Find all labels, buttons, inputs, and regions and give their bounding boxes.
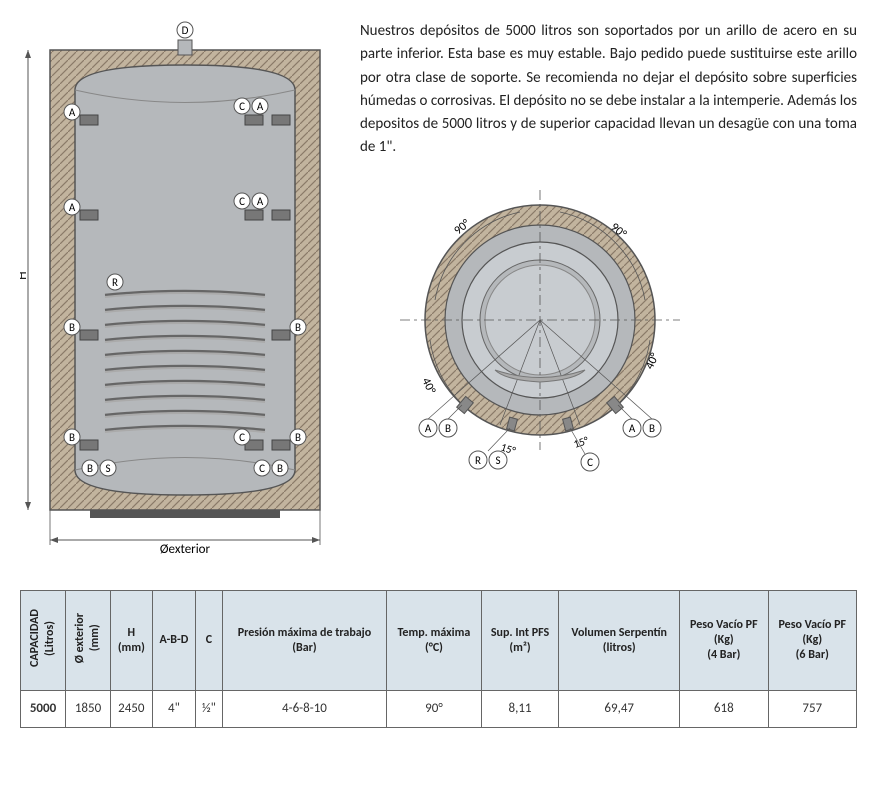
bubble-b: B — [69, 321, 75, 334]
svg-text:A: A — [257, 195, 264, 208]
svg-text:B: B — [295, 321, 301, 334]
svg-text:B: B — [277, 462, 283, 475]
th-h: H(mm) — [111, 591, 153, 691]
bubble-s: S — [105, 462, 110, 475]
diameter-label: Øexterior — [160, 542, 211, 557]
top-diagram: 90° 90° 40° 40° 15° 15° A B R — [360, 170, 857, 480]
th-capacidad: CAPACIDAD(Litros) — [21, 591, 66, 691]
th-abd: A-B-D — [152, 591, 196, 691]
svg-text:R: R — [475, 454, 481, 467]
svg-text:B: B — [69, 431, 75, 444]
th-temp: Temp. máxima(°C) — [387, 591, 481, 691]
svg-text:C: C — [239, 195, 245, 208]
svg-text:A: A — [69, 201, 76, 214]
cell-temp: 90° — [387, 691, 481, 728]
svg-text:S: S — [495, 454, 500, 467]
th-presion: Presión máxima de trabajo(Bar) — [222, 591, 387, 691]
bubble-r: R — [112, 276, 118, 289]
th-c: C — [196, 591, 223, 691]
th-volumen: Volumen Serpentín(litros) — [559, 591, 680, 691]
cell-diametro: 1850 — [66, 691, 111, 728]
th-sup: Sup. Int PFS(m²) — [481, 591, 559, 691]
cell-presion: 4-6-8-10 — [222, 691, 387, 728]
svg-text:C: C — [259, 462, 265, 475]
svg-text:B: B — [295, 431, 301, 444]
table-row: 5000 1850 2450 4" ½" 4-6-8-10 90° 8,11 6… — [21, 691, 857, 728]
cell-volumen: 69,47 — [559, 691, 680, 728]
table-header-row: CAPACIDAD(Litros) Ø exterior(mm) H(mm) A… — [21, 591, 857, 691]
bubble-a: A — [69, 106, 76, 119]
top-section: H D A — [20, 20, 857, 560]
cell-abd: 4" — [152, 691, 196, 728]
right-column: Nuestros depósitos de 5000 litros son so… — [360, 20, 857, 560]
cell-peso6: 757 — [768, 691, 857, 728]
svg-text:A: A — [257, 100, 264, 113]
svg-text:B: B — [649, 422, 655, 435]
cell-peso4: 618 — [680, 691, 768, 728]
side-diagram: H D A — [20, 20, 340, 560]
svg-text:A: A — [425, 422, 432, 435]
svg-text:B: B — [445, 422, 451, 435]
svg-text:C: C — [239, 431, 245, 444]
svg-text:C: C — [587, 456, 593, 469]
cell-capacidad: 5000 — [21, 691, 66, 728]
cell-h: 2450 — [111, 691, 153, 728]
cell-c: ½" — [196, 691, 223, 728]
specs-table: CAPACIDAD(Litros) Ø exterior(mm) H(mm) A… — [20, 590, 857, 728]
cell-sup: 8,11 — [481, 691, 559, 728]
svg-text:B: B — [87, 462, 93, 475]
angle-40-left: 40° — [418, 375, 438, 396]
svg-text:A: A — [629, 422, 636, 435]
th-diametro: Ø exterior(mm) — [66, 591, 111, 691]
th-peso6: Peso Vacío PF(Kg)(6 Bar) — [768, 591, 857, 691]
bubble-d: D — [182, 24, 189, 37]
bubble-c: C — [239, 100, 245, 113]
th-peso4: Peso Vacío PF(Kg)(4 Bar) — [680, 591, 768, 691]
description-text: Nuestros depósitos de 5000 litros son so… — [360, 20, 857, 160]
h-label: H — [20, 271, 30, 280]
